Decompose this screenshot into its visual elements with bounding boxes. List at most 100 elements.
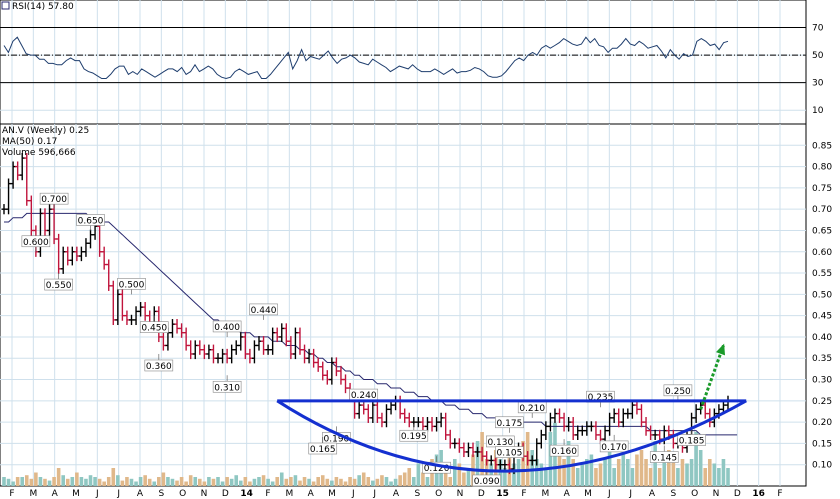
volume-bar [366,477,371,486]
breakout-arrow-shaft [699,344,725,410]
volume-bar [152,481,157,486]
volume-bar [571,459,575,486]
volume-bar [275,477,280,486]
volume-bar [88,475,93,486]
volume-bar [562,459,566,486]
volume-bar [116,475,120,486]
time-axis: F M A M J J A S O N D 14 F M A M J J A S O N D 15 F M A M J J A S O N D 16 F [9,489,782,499]
volume-legend: Volume 596,666 [2,148,76,158]
volume-bar [689,459,694,486]
annotation-box [495,416,524,429]
volume-bar [585,459,589,486]
volume-bar [125,477,129,486]
volume-bar [97,478,102,486]
time-axis-label: N [201,489,208,499]
time-axis-label: A [52,489,59,499]
annotation-label: 0.165 [310,445,336,455]
volume-bar [626,459,630,486]
time-axis-label: D [222,489,229,499]
time-axis-label: A [308,489,315,499]
time-axis-label: J [628,489,632,499]
time-axis-label: D [478,489,485,499]
annotation-label: 0.235 [588,393,614,403]
rsi-legend-text: RSI(14) 57.80 [12,2,74,12]
volume-bar [15,477,20,486]
price-tick-label: 0.40 [812,333,832,343]
price-axis-ticks: 0.10 0.15 0.20 0.25 0.30 0.35 0.40 0.45 0.50 0.55… [812,141,832,470]
volume-bar [316,477,320,486]
annotation-box [549,444,579,457]
volume-bar [412,477,416,486]
price-tick-label: 0.80 [812,163,832,173]
price-tick-label: 0.55 [812,269,832,279]
annotation-label: 0.700 [41,195,67,205]
time-axis-label: M [328,489,336,499]
volume-bar [289,477,293,486]
volume-bar [348,477,352,486]
volume-bar [685,463,689,486]
volume-bar [676,468,680,486]
time-axis-label: 16 [752,489,765,499]
volume-bar [575,468,580,486]
annotation-box [139,321,169,333]
volume-bar [466,468,471,486]
volume-bar [184,481,188,486]
annotation-label: 0.145 [651,454,677,464]
volume-bar [667,450,671,486]
price-tick-label: 0.70 [812,205,832,215]
volume-bar [38,477,43,486]
annotation-label: 0.105 [497,449,523,459]
volume-bar [56,468,61,486]
volume-bar [266,478,270,486]
price-tick-label: 0.25 [812,397,832,407]
volume-bar [216,477,220,486]
time-axis-label: S [158,489,164,499]
time-axis-label: O [435,489,442,499]
volume-bar [43,478,47,486]
volume-bar [248,481,252,486]
volume-bar [630,468,635,486]
price-annotations: 0.700 0.600 0.650 0.550 0.500 0.450 0.360 0.400… [21,192,706,487]
volume-bar [70,477,75,486]
volume-bar [384,477,389,486]
rsi-line [3,36,729,80]
price-tick-label: 0.10 [812,461,832,471]
price-tick-label: 0.75 [812,184,832,194]
volume-bar [680,459,685,486]
volume-bar [389,481,393,486]
volume-bar [698,450,703,486]
time-axis-label: 15 [496,489,509,499]
volume-bar [361,472,366,486]
annotation-box [677,434,706,446]
annotation-label: 0.185 [679,437,705,447]
volume-bar [503,468,507,486]
time-axis-label: S [670,489,676,499]
ma50-line [4,212,738,436]
volume-bar [330,480,334,486]
time-axis-label: 14 [240,489,253,499]
time-axis-label: M [72,489,80,499]
volume-bar [179,477,184,486]
volume-bar [220,481,225,486]
volume-bar [197,478,202,486]
time-axis-label: F [9,489,14,499]
annotation-box [21,235,51,248]
volume-bar [516,459,521,486]
annotation-label: 0.650 [78,216,104,226]
volume-bar [402,472,407,486]
volume-bar [138,477,143,486]
volume-bar [339,478,343,486]
annotation-box [308,442,338,455]
volume-bar [607,450,612,486]
volume-bar [252,478,257,486]
volume-bar [534,459,539,486]
volume-bar [343,481,348,486]
time-axis-label: S [414,489,420,499]
volume-bar [589,454,594,486]
volume-bar [147,478,152,486]
volume-bar [302,477,307,486]
volume-bar [29,478,34,486]
annotation-label: 0.210 [519,404,545,414]
rsi-tick-label: 10 [812,106,824,116]
annotation-label: 0.190 [324,434,350,444]
